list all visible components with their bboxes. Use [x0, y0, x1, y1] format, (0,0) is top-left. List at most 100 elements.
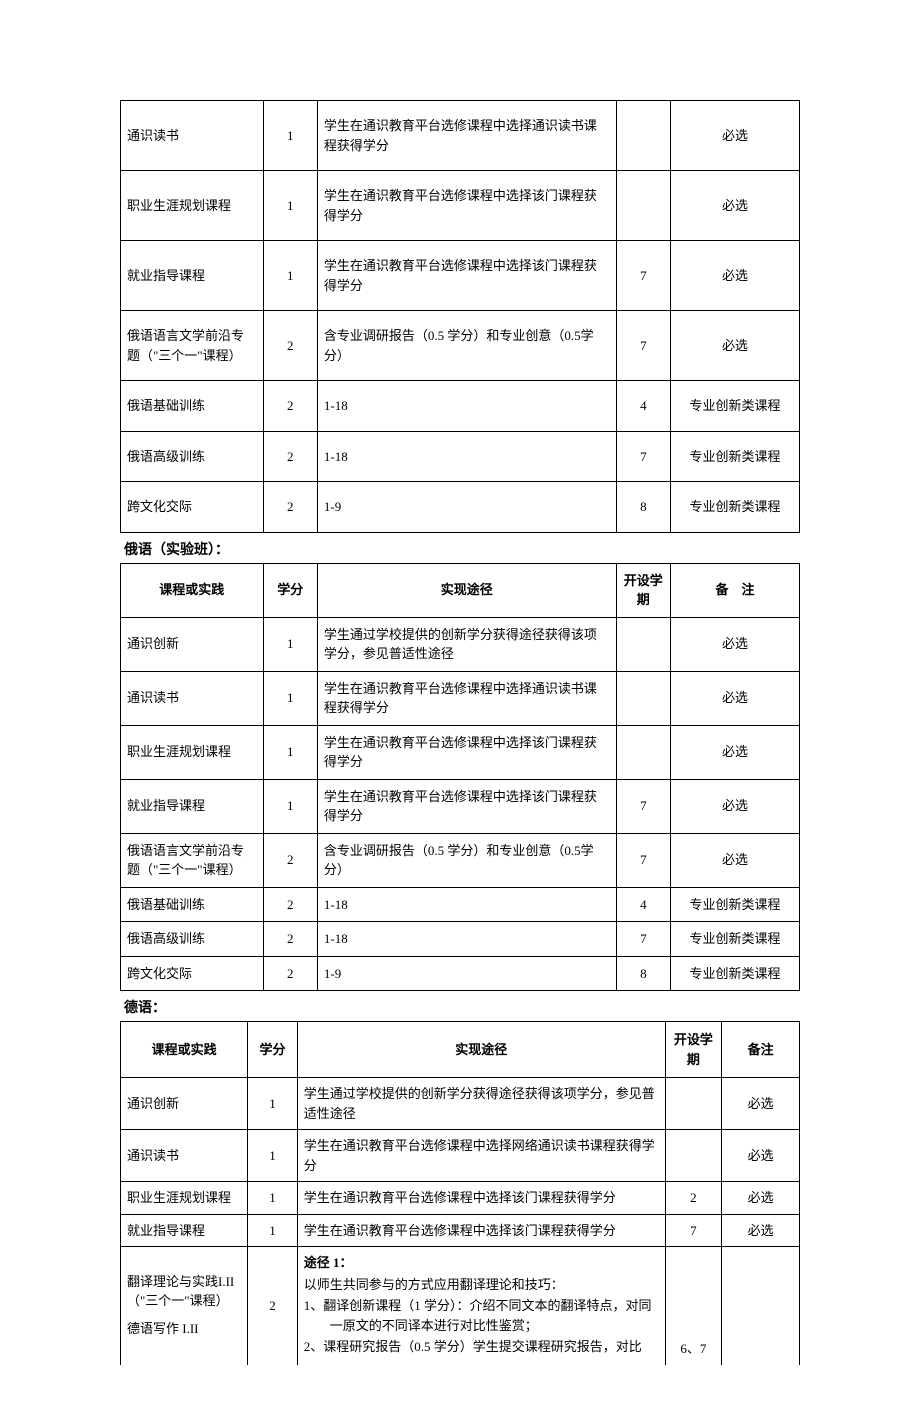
course-line1: 翻译理论与实践I.II （"三个一"课程） — [127, 1272, 241, 1311]
table-row: 职业生涯规划课程 1 学生在通识教育平台选修课程中选择该门课程获得学分 2 必选 — [121, 1182, 800, 1215]
cell-course: 翻译理论与实践I.II （"三个一"课程） 德语写作 I.II — [121, 1247, 248, 1365]
cell-course: 就业指导课程 — [121, 241, 264, 311]
cell-credit: 2 — [263, 922, 317, 957]
cell-term: 7 — [616, 431, 670, 482]
cell-path: 途径 1： 以师生共同参与的方式应用翻译理论和技巧： 1、翻译创新课程（1 学分… — [297, 1247, 665, 1365]
table-row: 职业生涯规划课程 1 学生在通识教育平台选修课程中选择该门课程获得学分 必选 — [121, 171, 800, 241]
cell-note: 必选 — [722, 1182, 800, 1215]
cell-term — [665, 1078, 722, 1130]
cell-credit: 2 — [263, 956, 317, 991]
cell-credit: 2 — [263, 311, 317, 381]
cell-note: 专业创新类课程 — [670, 887, 799, 922]
table-row: 跨文化交际 2 1-9 8 专业创新类课程 — [121, 482, 800, 533]
col-term: 开设学期 — [665, 1022, 722, 1078]
cell-credit: 1 — [248, 1130, 297, 1182]
cell-term: 4 — [616, 887, 670, 922]
table-header-row: 课程或实践 学分 实现途径 开设学期 备注 — [121, 1022, 800, 1078]
table-russian-exp: 课程或实践 学分 实现途径 开设学期 备 注 通识创新 1 学生通过学校提供的创… — [120, 563, 800, 992]
cell-course: 职业生涯规划课程 — [121, 725, 264, 779]
course-line2: 德语写作 I.II — [127, 1319, 241, 1339]
table-row: 通识读书 1 学生在通识教育平台选修课程中选择通识读书课程获得学分 必选 — [121, 671, 800, 725]
col-credit: 学分 — [263, 563, 317, 617]
table-row: 通识创新 1 学生通过学校提供的创新学分获得途径获得该项学分，参见普适性途径 必… — [121, 1078, 800, 1130]
cell-course: 俄语高级训练 — [121, 922, 264, 957]
cell-term: 8 — [616, 482, 670, 533]
cell-course: 俄语基础训练 — [121, 887, 264, 922]
cell-credit: 2 — [248, 1247, 297, 1365]
cell-term: 8 — [616, 956, 670, 991]
cell-credit: 1 — [263, 101, 317, 171]
cell-term: 6、7 — [665, 1247, 722, 1365]
cell-course: 通识读书 — [121, 101, 264, 171]
cell-path: 学生在通识教育平台选修课程中选择该门课程获得学分 — [317, 725, 616, 779]
col-note: 备注 — [722, 1022, 800, 1078]
table1-body: 通识读书 1 学生在通识教育平台选修课程中选择通识读书课程获得学分 必选 职业生… — [121, 101, 800, 533]
cell-term — [616, 171, 670, 241]
cell-course: 俄语高级训练 — [121, 431, 264, 482]
table-russian: 通识读书 1 学生在通识教育平台选修课程中选择通识读书课程获得学分 必选 职业生… — [120, 100, 800, 533]
table-german: 课程或实践 学分 实现途径 开设学期 备注 通识创新 1 学生通过学校提供的创新… — [120, 1021, 800, 1365]
cell-term — [665, 1130, 722, 1182]
cell-term — [616, 725, 670, 779]
col-course: 课程或实践 — [121, 1022, 248, 1078]
cell-path: 1-18 — [317, 887, 616, 922]
cell-path: 学生通过学校提供的创新学分获得途径获得该项学分，参见普适性途径 — [297, 1078, 665, 1130]
cell-path: 含专业调研报告（0.5 学分）和专业创意（0.5学分） — [317, 833, 616, 887]
table-row: 跨文化交际 2 1-9 8 专业创新类课程 — [121, 956, 800, 991]
cell-path: 1-18 — [317, 922, 616, 957]
path-title: 途径 1： — [304, 1253, 659, 1273]
document-page: 通识读书 1 学生在通识教育平台选修课程中选择通识读书课程获得学分 必选 职业生… — [0, 0, 920, 1405]
cell-course: 跨文化交际 — [121, 956, 264, 991]
table-row: 就业指导课程 1 学生在通识教育平台选修课程中选择该门课程获得学分 7 必选 — [121, 1214, 800, 1247]
cell-path: 学生在通识教育平台选修课程中选择该门课程获得学分 — [317, 241, 616, 311]
table-row: 俄语高级训练 2 1-18 7 专业创新类课程 — [121, 922, 800, 957]
cell-path: 学生在通识教育平台选修课程中选择该门课程获得学分 — [297, 1182, 665, 1215]
cell-term: 7 — [616, 779, 670, 833]
cell-path: 学生在通识教育平台选修课程中选择网络通识读书课程获得学分 — [297, 1130, 665, 1182]
table3-body: 通识创新 1 学生通过学校提供的创新学分获得途径获得该项学分，参见普适性途径 必… — [121, 1078, 800, 1365]
col-note: 备 注 — [670, 563, 799, 617]
cell-term — [616, 617, 670, 671]
cell-path: 学生在通识教育平台选修课程中选择该门课程获得学分 — [317, 171, 616, 241]
cell-credit: 1 — [248, 1078, 297, 1130]
cell-note: 必选 — [670, 241, 799, 311]
cell-note: 必选 — [670, 671, 799, 725]
cell-term: 7 — [665, 1214, 722, 1247]
cell-course: 俄语语言文学前沿专题（"三个一"课程） — [121, 311, 264, 381]
cell-note: 必选 — [670, 617, 799, 671]
cell-term: 2 — [665, 1182, 722, 1215]
path-title-text: 途径 1： — [304, 1255, 353, 1270]
cell-credit: 1 — [248, 1214, 297, 1247]
cell-note: 必选 — [670, 833, 799, 887]
cell-credit: 1 — [263, 725, 317, 779]
cell-credit: 2 — [263, 482, 317, 533]
cell-path: 含专业调研报告（0.5 学分）和专业创意（0.5学分） — [317, 311, 616, 381]
cell-note: 必选 — [670, 171, 799, 241]
cell-note — [722, 1247, 800, 1365]
cell-credit: 1 — [263, 617, 317, 671]
table-row: 俄语语言文学前沿专题（"三个一"课程） 2 含专业调研报告（0.5 学分）和专业… — [121, 833, 800, 887]
cell-credit: 2 — [263, 381, 317, 432]
cell-note: 必选 — [670, 779, 799, 833]
table-row: 俄语基础训练 2 1-18 4 专业创新类课程 — [121, 381, 800, 432]
cell-credit: 2 — [263, 431, 317, 482]
cell-note: 必选 — [670, 311, 799, 381]
cell-course: 职业生涯规划课程 — [121, 171, 264, 241]
cell-path: 学生在通识教育平台选修课程中选择该门课程获得学分 — [317, 779, 616, 833]
cell-course: 职业生涯规划课程 — [121, 1182, 248, 1215]
cell-note: 专业创新类课程 — [670, 956, 799, 991]
cell-note: 必选 — [722, 1214, 800, 1247]
cell-course: 跨文化交际 — [121, 482, 264, 533]
section-title-german: 德语： — [124, 997, 800, 1017]
col-course: 课程或实践 — [121, 563, 264, 617]
cell-term — [616, 101, 670, 171]
table-row: 俄语高级训练 2 1-18 7 专业创新类课程 — [121, 431, 800, 482]
cell-term: 7 — [616, 922, 670, 957]
cell-course: 通识读书 — [121, 1130, 248, 1182]
cell-path: 1-9 — [317, 956, 616, 991]
cell-path: 学生通过学校提供的创新学分获得途径获得该项学分，参见普适性途径 — [317, 617, 616, 671]
col-path: 实现途径 — [317, 563, 616, 617]
section-title-russian-exp: 俄语（实验班）： — [124, 539, 800, 559]
table-row: 就业指导课程 1 学生在通识教育平台选修课程中选择该门课程获得学分 7 必选 — [121, 241, 800, 311]
cell-credit: 1 — [263, 671, 317, 725]
